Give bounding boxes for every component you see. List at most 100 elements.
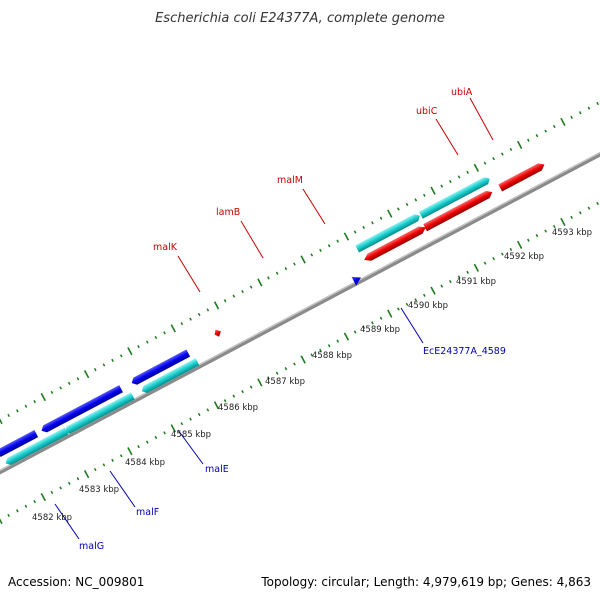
tick-mark	[466, 170, 469, 174]
genome-summary-text: Topology: circular; Length: 4,979,619 bp…	[260, 575, 591, 589]
tick-mark	[257, 378, 263, 387]
tick-mark	[501, 152, 504, 156]
tick-mark	[137, 445, 140, 449]
tick-mark	[170, 324, 176, 333]
feature-cyan-2	[418, 177, 490, 219]
tick-mark	[33, 400, 36, 404]
tick-mark	[535, 134, 539, 138]
tick-mark	[180, 422, 184, 426]
tick-label-4583: 4583 kbp	[79, 485, 119, 495]
tick-mark	[7, 513, 10, 518]
tick-mark	[336, 239, 340, 243]
tick-mark	[527, 138, 530, 142]
tick-mark	[501, 252, 504, 256]
tick-mark	[83, 370, 90, 379]
tick-mark	[509, 147, 513, 152]
tick-mark	[170, 424, 176, 433]
tick-mark	[516, 140, 523, 149]
feature-malE-cds	[131, 349, 191, 385]
tick-mark	[430, 186, 436, 195]
tick-mark	[249, 285, 253, 289]
tick-mark	[59, 486, 62, 490]
tick-mark	[343, 232, 350, 241]
tick-mark	[310, 253, 314, 257]
tick-mark	[145, 340, 149, 344]
tick-mark	[587, 206, 591, 210]
gene-label-malK: malK	[153, 242, 178, 253]
tick-mark	[24, 504, 28, 508]
tick-mark	[67, 481, 71, 485]
tick-mark	[33, 500, 36, 504]
feature-red-1	[214, 329, 221, 337]
tick-mark	[127, 347, 133, 356]
tick-mark	[353, 330, 357, 334]
tick-label-4582: 4582 kbp	[32, 513, 72, 523]
tick-mark	[362, 225, 366, 229]
tick-mark	[40, 493, 47, 502]
gene-label-malE: malE	[205, 464, 229, 475]
tick-mark	[213, 301, 220, 310]
tick-mark	[560, 117, 566, 126]
tick-mark	[284, 367, 288, 371]
gene-label-ubiC: ubiC	[416, 106, 438, 117]
tick-label-4591: 4591 kbp	[456, 277, 496, 287]
tick-mark	[145, 440, 149, 444]
tick-label-4584: 4584 kbp	[125, 458, 165, 468]
tick-mark	[473, 263, 480, 272]
tick-mark	[319, 248, 322, 252]
tick-mark	[7, 413, 10, 418]
tick-mark	[414, 298, 418, 302]
tick-mark	[405, 202, 409, 207]
tick-mark	[483, 161, 487, 165]
tick-mark	[535, 234, 539, 238]
tick-mark	[76, 477, 80, 481]
tick-mark	[137, 345, 140, 349]
tick-mark	[570, 115, 573, 119]
tick-mark	[343, 332, 350, 341]
gene-label-ubiA: ubiA	[451, 87, 473, 98]
feature-malK-cds	[364, 226, 426, 261]
tick-mark	[423, 193, 426, 197]
tick-mark	[232, 394, 236, 398]
tick-mark	[397, 307, 400, 311]
tick-mark	[232, 294, 236, 298]
tick-mark	[327, 344, 331, 348]
tick-label-4585: 4585 kbp	[171, 430, 211, 440]
tick-mark	[180, 322, 184, 326]
gene-label-EcE24377A_4589: EcE24377A_4589	[423, 346, 506, 357]
tick-mark	[223, 399, 227, 403]
tick-label-4588: 4588 kbp	[312, 351, 352, 361]
feature-malM-cds	[498, 163, 545, 192]
gene-label-malF: malF	[136, 507, 159, 518]
label-connectors	[54, 97, 494, 540]
tick-mark	[241, 290, 244, 294]
tick-mark	[119, 354, 123, 358]
tick-label-4592: 4592 kbp	[504, 252, 544, 262]
tick-mark	[310, 353, 314, 357]
tick-label-4590: 4590 kbp	[408, 301, 448, 311]
tick-mark	[387, 309, 393, 318]
tick-mark	[67, 381, 71, 385]
tick-mark	[127, 447, 133, 456]
tick-mark	[387, 209, 393, 218]
tick-mark	[440, 284, 444, 288]
tick-mark	[206, 308, 210, 312]
tick-mark	[466, 270, 469, 274]
tick-mark	[483, 261, 487, 265]
tick-mark	[457, 175, 461, 179]
tick-mark	[93, 467, 97, 472]
tick-mark	[362, 325, 366, 329]
tick-mark	[24, 404, 28, 408]
tick-mark	[197, 312, 201, 317]
tick-mark	[275, 271, 279, 275]
feature-malG-cds	[0, 430, 39, 457]
tick-mark	[206, 408, 210, 412]
tick-mark	[300, 255, 306, 264]
tick-label-4593: 4593 kbp	[552, 228, 592, 238]
feature-cyan-4	[64, 392, 135, 434]
tick-mark	[50, 390, 54, 395]
tick-mark	[371, 221, 374, 225]
tick-mark	[197, 412, 201, 417]
tick-mark	[473, 163, 480, 172]
